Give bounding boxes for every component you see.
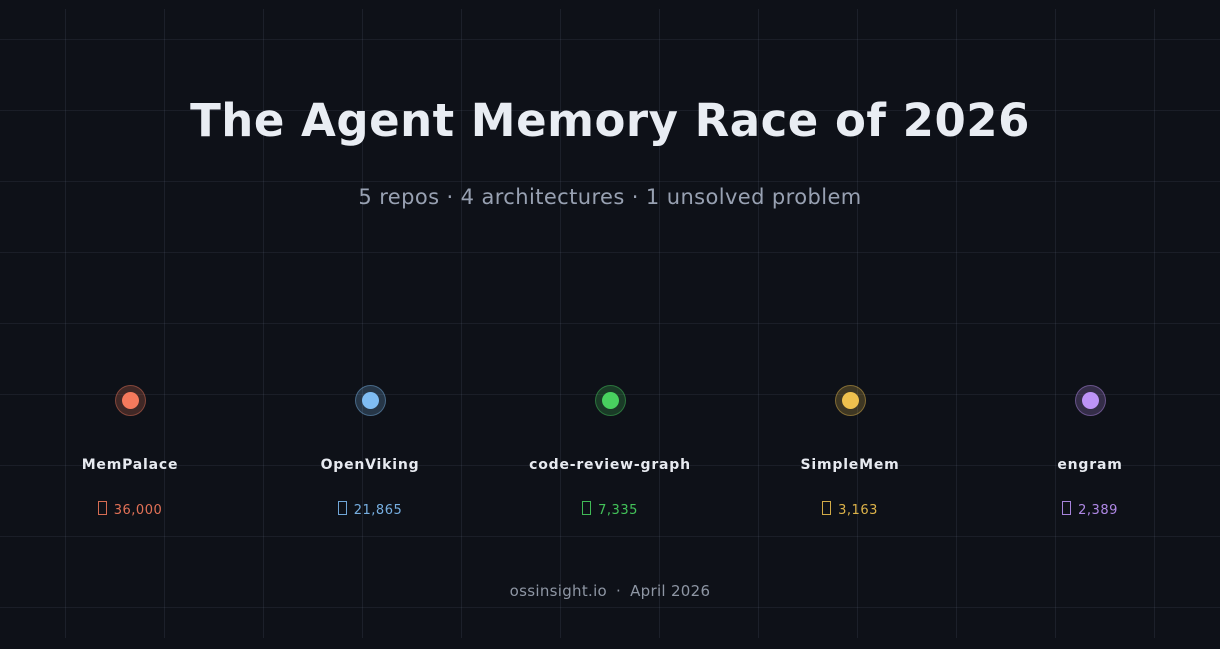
page-subtitle: 5 repos · 4 architectures · 1 unsolved p… [358, 185, 862, 209]
repo-marker-dot [1081, 392, 1099, 409]
star-count: 7,335 [598, 503, 638, 518]
footer: ossinsight.io · April 2026 [0, 582, 1220, 600]
footer-date: April 2026 [630, 582, 711, 600]
repo-name: engram [1057, 457, 1123, 473]
star-icon [1062, 501, 1072, 515]
star-icon [582, 501, 592, 515]
star-icon [337, 501, 347, 515]
footer-source: ossinsight.io [509, 582, 608, 600]
repo-marker [834, 385, 866, 416]
star-count: 2,389 [1078, 503, 1118, 518]
repo-stars: 7,335 [490, 501, 730, 518]
repo-item: code-review-graph 7,335 [490, 385, 730, 518]
repo-marker-dot [841, 392, 859, 409]
repo-marker-dot [121, 392, 139, 409]
repo-name: MemPalace [81, 457, 179, 473]
repo-item: MemPalace 36,000 [10, 385, 250, 518]
repo-marker [114, 385, 146, 416]
repo-marker-dot [601, 392, 619, 409]
repo-stars: 21,865 [250, 501, 490, 518]
repo-item: OpenViking 21,865 [250, 385, 490, 518]
star-icon [822, 501, 832, 515]
repo-marker [354, 385, 386, 416]
star-count: 36,000 [113, 503, 163, 518]
repo-name: SimpleMem [800, 457, 900, 473]
repo-stars: 2,389 [970, 501, 1210, 518]
repo-name: code-review-graph [529, 457, 691, 473]
star-count: 21,865 [353, 503, 403, 518]
repo-row: MemPalace 36,000 OpenViking 21,865 code-… [10, 385, 1210, 518]
star-count: 3,163 [838, 503, 878, 518]
repo-marker-dot [361, 392, 379, 409]
repo-marker [1074, 385, 1106, 416]
repo-stars: 36,000 [10, 501, 250, 518]
repo-stars: 3,163 [730, 501, 970, 518]
star-icon [97, 501, 107, 515]
repo-item: engram 2,389 [970, 385, 1210, 518]
repo-name: OpenViking [320, 457, 420, 473]
footer-separator: · [616, 582, 622, 600]
repo-marker [594, 385, 626, 416]
repo-item: SimpleMem 3,163 [730, 385, 970, 518]
page-title: The Agent Memory Race of 2026 [190, 94, 1030, 147]
